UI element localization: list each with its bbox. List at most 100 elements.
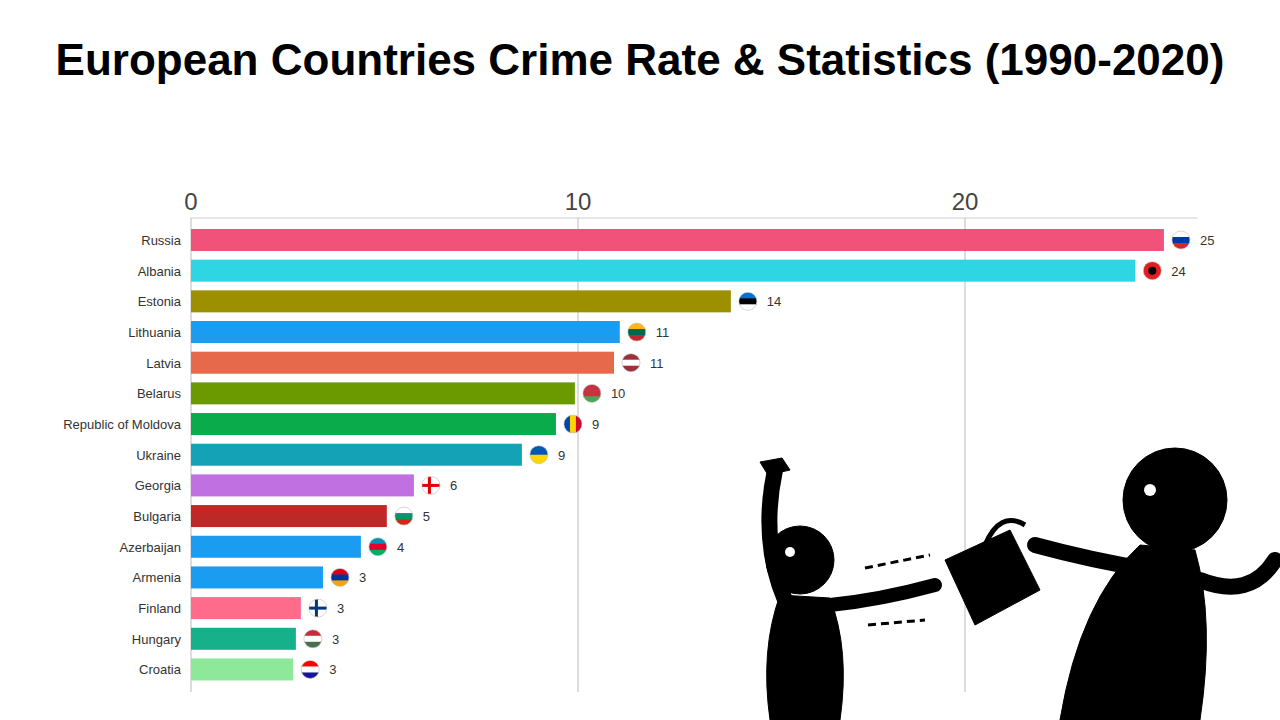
category-label: Georgia xyxy=(135,478,182,493)
category-label: Republic of Moldova xyxy=(63,417,182,432)
flag-stripe xyxy=(570,415,577,433)
chart-canvas: European Countries Crime Rate & Statisti… xyxy=(0,0,1280,720)
category-label: Armenia xyxy=(133,570,182,585)
flag-rim xyxy=(622,354,640,372)
labels: Russia25Albania24Estonia14Lithuania11Lat… xyxy=(63,231,1214,679)
figure-eye xyxy=(785,547,795,557)
flag-rim xyxy=(1172,231,1190,249)
flag-stripe xyxy=(739,298,757,305)
flag xyxy=(739,292,757,311)
bar xyxy=(191,597,301,619)
flag xyxy=(309,599,327,618)
flag xyxy=(395,507,413,526)
data-label: 3 xyxy=(329,662,336,677)
figure-hand xyxy=(760,458,790,475)
flag-body xyxy=(739,292,757,311)
flag-stripe xyxy=(422,476,440,495)
flag xyxy=(530,446,548,465)
flag-rim xyxy=(564,415,582,433)
illustration xyxy=(760,448,1275,720)
data-label: 11 xyxy=(656,325,670,340)
bar xyxy=(191,444,522,466)
flag-stripe xyxy=(331,574,349,581)
flag-stripe xyxy=(369,538,387,545)
figure-body xyxy=(767,595,844,720)
flag-rim xyxy=(739,292,757,310)
data-label: 9 xyxy=(592,417,599,432)
flag-stripe xyxy=(530,446,548,456)
title-line: European Countries Crime Rate & Statisti… xyxy=(56,35,1225,84)
category-label: Azerbaijan xyxy=(120,540,181,555)
data-label: 5 xyxy=(423,509,430,524)
category-label: Belarus xyxy=(137,386,182,401)
flag-stripe xyxy=(739,292,757,299)
data-label: 3 xyxy=(332,632,339,647)
bar xyxy=(191,536,361,558)
flag-stripe xyxy=(622,354,640,361)
bar xyxy=(191,229,1164,251)
flag-body xyxy=(530,446,548,465)
flag-cross xyxy=(315,599,318,617)
figure-eye xyxy=(1144,484,1156,496)
category-label: Croatia xyxy=(139,662,182,677)
flag-stripe xyxy=(583,384,601,391)
category-label: Latvia xyxy=(146,356,181,371)
flag-stripe xyxy=(331,568,349,575)
speed-line xyxy=(870,590,935,598)
flag-rim xyxy=(301,660,319,678)
flag xyxy=(331,568,349,587)
speed-line xyxy=(868,620,925,625)
flag-emblem xyxy=(1148,267,1156,275)
flag-rim xyxy=(628,323,646,341)
flag-stripe xyxy=(530,455,548,465)
bar xyxy=(191,321,620,343)
flag-body xyxy=(583,384,601,403)
bag xyxy=(945,530,1040,625)
flag xyxy=(583,384,601,403)
flag-rim xyxy=(331,568,349,586)
flag-rim xyxy=(422,476,440,494)
flag xyxy=(1172,231,1190,250)
category-label: Albania xyxy=(138,264,182,279)
data-label: 25 xyxy=(1200,233,1214,248)
flag-stripe xyxy=(583,390,601,397)
category-label: Estonia xyxy=(138,294,182,309)
figure-head xyxy=(1123,448,1227,552)
flag-body xyxy=(622,354,640,373)
flag-rim xyxy=(530,446,548,464)
category-label: Lithuania xyxy=(128,325,182,340)
flag xyxy=(301,660,319,679)
flag-rim xyxy=(395,507,413,525)
flag-stripe xyxy=(1172,231,1190,238)
data-label: 3 xyxy=(359,570,366,585)
flag xyxy=(628,323,646,342)
chart-title: European Countries Crime Rate & Statisti… xyxy=(56,35,1225,84)
flag-rim xyxy=(304,630,322,648)
flag-stripe xyxy=(309,599,327,618)
axis-line xyxy=(191,218,1197,219)
data-label: 14 xyxy=(767,294,781,309)
category-label: Ukraine xyxy=(136,448,181,463)
data-label: 10 xyxy=(611,386,625,401)
flag xyxy=(304,630,322,649)
flag-body xyxy=(422,476,440,495)
category-label: Hungary xyxy=(132,632,182,647)
bar xyxy=(191,474,414,496)
flag-stripe xyxy=(301,660,319,667)
bar xyxy=(191,290,731,312)
flag xyxy=(422,476,440,495)
flag-stripe xyxy=(304,636,322,643)
flag xyxy=(369,538,387,557)
grid-line xyxy=(577,218,579,692)
flag-body xyxy=(331,568,349,587)
figure-arm xyxy=(830,585,935,605)
bar xyxy=(191,260,1135,282)
flag-stripe xyxy=(1172,237,1190,244)
bar xyxy=(191,658,293,680)
flag-stripe xyxy=(395,507,413,513)
tick-label: 0 xyxy=(184,188,197,215)
flag-stripe xyxy=(369,544,387,551)
flag-stripe xyxy=(622,360,640,367)
speed-line xyxy=(865,555,930,568)
flag-body xyxy=(301,660,319,679)
